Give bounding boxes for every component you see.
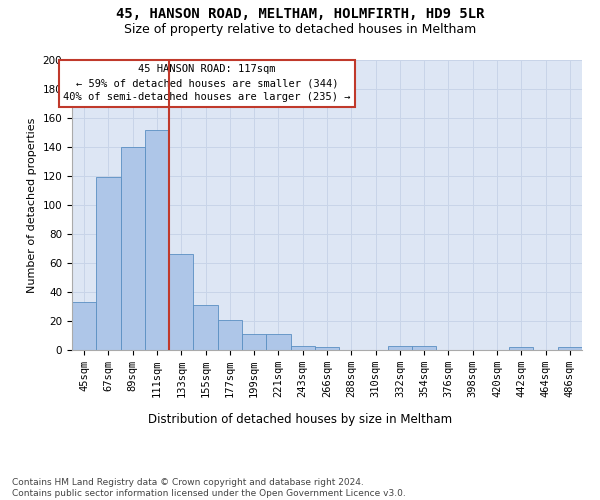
Bar — [145, 130, 169, 350]
Bar — [96, 178, 121, 350]
Bar — [266, 334, 290, 350]
Bar — [218, 320, 242, 350]
Bar — [388, 346, 412, 350]
Text: Size of property relative to detached houses in Meltham: Size of property relative to detached ho… — [124, 22, 476, 36]
Bar — [290, 346, 315, 350]
Y-axis label: Number of detached properties: Number of detached properties — [27, 118, 37, 292]
Text: 45, HANSON ROAD, MELTHAM, HOLMFIRTH, HD9 5LR: 45, HANSON ROAD, MELTHAM, HOLMFIRTH, HD9… — [116, 8, 484, 22]
Bar — [72, 302, 96, 350]
Bar — [242, 334, 266, 350]
Text: 45 HANSON ROAD: 117sqm
← 59% of detached houses are smaller (344)
40% of semi-de: 45 HANSON ROAD: 117sqm ← 59% of detached… — [64, 64, 351, 102]
Bar — [509, 347, 533, 350]
Bar — [558, 347, 582, 350]
Text: Distribution of detached houses by size in Meltham: Distribution of detached houses by size … — [148, 412, 452, 426]
Bar — [412, 346, 436, 350]
Bar — [193, 305, 218, 350]
Bar — [169, 254, 193, 350]
Bar — [121, 147, 145, 350]
Text: Contains HM Land Registry data © Crown copyright and database right 2024.
Contai: Contains HM Land Registry data © Crown c… — [12, 478, 406, 498]
Bar — [315, 347, 339, 350]
